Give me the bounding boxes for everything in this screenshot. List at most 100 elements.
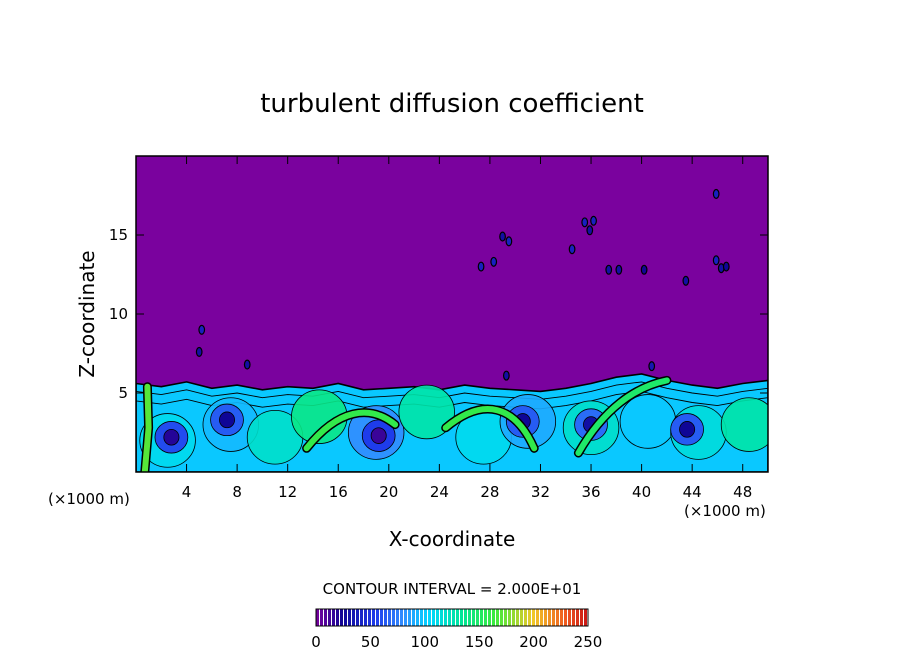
- turbulent-blob: [722, 261, 730, 272]
- colorbar-swatch: [512, 609, 515, 626]
- colorbar-swatch: [324, 609, 327, 626]
- x-tick-label: 44: [683, 483, 702, 501]
- turbulent-blob: [568, 244, 576, 255]
- colorbar-swatch: [344, 609, 347, 626]
- colorbar-swatch: [360, 609, 363, 626]
- turbulent-blob: [712, 255, 720, 266]
- colorbar-swatch: [340, 609, 343, 626]
- plot-area: [136, 156, 768, 472]
- colorbar-swatch: [416, 609, 419, 626]
- colorbar-swatch: [472, 609, 475, 626]
- colorbar-swatch: [540, 609, 543, 626]
- x-axis-unit-left: (×1000 m): [48, 490, 130, 508]
- turbulent-blob: [490, 256, 498, 267]
- eddy-core-inner: [219, 411, 235, 429]
- colorbar-swatch: [568, 609, 571, 626]
- colorbar-swatch: [440, 609, 443, 626]
- x-tick-label: 40: [632, 483, 651, 501]
- x-tick-label: 36: [581, 483, 600, 501]
- colorbar-swatch: [556, 609, 559, 626]
- colorbar-swatch: [408, 609, 411, 626]
- x-axis-unit-right: (×1000 m): [684, 502, 766, 520]
- contour-line: [136, 381, 768, 400]
- colorbar-swatch: [520, 609, 523, 626]
- colorbar-swatch: [488, 609, 491, 626]
- x-tick-label: 24: [430, 483, 449, 501]
- colorbar-tick-label: 150: [465, 633, 494, 651]
- x-tick-label: 8: [232, 483, 242, 501]
- colorbar: 0 50 100 150 200 250: [311, 608, 603, 651]
- colorbar-swatch: [356, 609, 359, 626]
- colorbar-tick-label: 100: [410, 633, 439, 651]
- turbulent-blob: [502, 370, 510, 381]
- turbulent-blob: [581, 217, 589, 228]
- colorbar-swatch: [348, 609, 351, 626]
- turbulent-blob: [586, 225, 594, 236]
- colorbar-swatch: [404, 609, 407, 626]
- turbulent-blob: [505, 236, 513, 247]
- colorbar-swatch: [584, 609, 587, 626]
- eddy-cell: [619, 394, 677, 449]
- turbulent-blob: [682, 275, 690, 286]
- colorbar-swatch: [448, 609, 451, 626]
- colorbar-tick-label: 200: [519, 633, 548, 651]
- eddy-core-inner: [370, 427, 387, 444]
- colorbar-swatch: [484, 609, 487, 626]
- colorbar-swatch: [444, 609, 447, 626]
- colorbar-swatch: [384, 609, 387, 626]
- colorbar-swatch: [380, 609, 383, 626]
- colorbar-swatch: [508, 609, 511, 626]
- colorbar-swatch: [424, 609, 427, 626]
- chart-title: turbulent diffusion coefficient: [260, 89, 644, 119]
- colorbar-swatch: [528, 609, 531, 626]
- colorbar-swatch: [388, 609, 391, 626]
- y-axis-label: Z-coordinate: [75, 250, 99, 377]
- colorbar-swatch: [396, 609, 399, 626]
- streak: [303, 409, 399, 452]
- colorbar-swatch: [468, 609, 471, 626]
- colorbar-swatch: [552, 609, 555, 626]
- y-tick-label: 15: [109, 226, 128, 244]
- y-tick-label: 10: [109, 305, 128, 323]
- colorbar-swatch: [492, 609, 495, 626]
- turbulent-blob: [243, 359, 251, 370]
- colorbar-swatch: [548, 609, 551, 626]
- x-tick-label: 12: [278, 483, 297, 501]
- colorbar-swatch: [464, 609, 467, 626]
- colorbar-swatch: [576, 609, 579, 626]
- colorbar-swatch: [392, 609, 395, 626]
- colorbar-swatch: [412, 609, 415, 626]
- turbulent-blob: [195, 346, 203, 357]
- eddy-cell: [720, 397, 768, 452]
- colorbar-swatch: [480, 609, 483, 626]
- colorbar-swatch: [516, 609, 519, 626]
- colorbar-swatch: [364, 609, 367, 626]
- colorbar-swatch: [564, 609, 567, 626]
- x-tick-label: 32: [531, 483, 550, 501]
- colorbar-swatch: [504, 609, 507, 626]
- colorbar-swatch: [352, 609, 355, 626]
- colorbar-swatch: [376, 609, 379, 626]
- eddy-cell: [398, 384, 455, 440]
- colorbar-tick-label: 250: [574, 633, 603, 651]
- colorbar-swatch: [560, 609, 563, 626]
- colorbar-swatch: [328, 609, 331, 626]
- eddy-core-inner: [679, 421, 696, 438]
- colorbar-swatch: [496, 609, 499, 626]
- colorbar-swatch: [432, 609, 435, 626]
- colorbar-swatch: [500, 609, 503, 626]
- turbulent-blob: [198, 324, 206, 335]
- colorbar-swatch: [544, 609, 547, 626]
- colorbar-swatch: [580, 609, 583, 626]
- turbulent-blob: [640, 264, 648, 275]
- colorbar-swatch: [320, 609, 323, 626]
- x-tick-label: 16: [329, 483, 348, 501]
- colorbar-swatch: [532, 609, 535, 626]
- colorbar-tick-label: 50: [361, 633, 380, 651]
- turbulent-blob: [605, 264, 613, 275]
- colorbar-swatch: [536, 609, 539, 626]
- colorbar-swatch: [332, 609, 335, 626]
- colorbar-swatch: [476, 609, 479, 626]
- colorbar-swatch: [428, 609, 431, 626]
